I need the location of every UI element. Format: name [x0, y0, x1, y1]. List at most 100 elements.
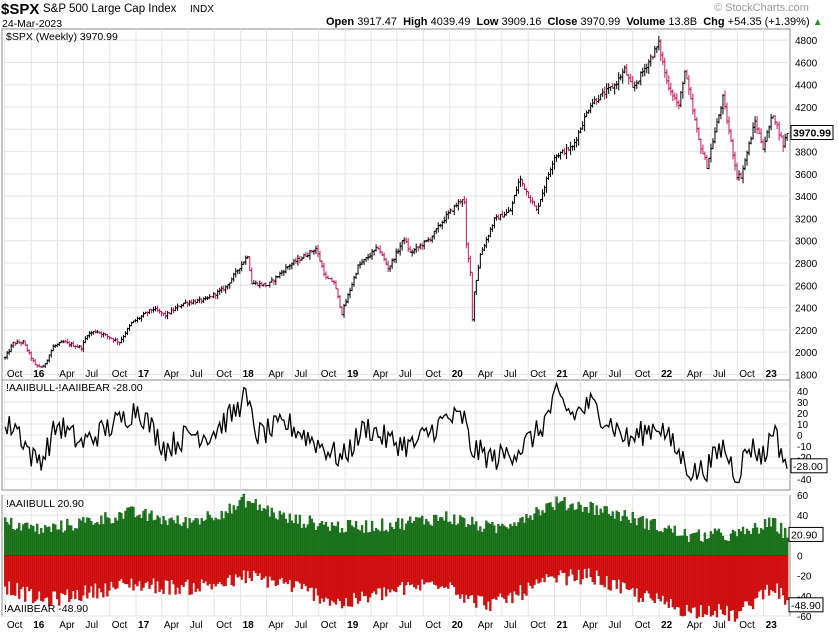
bear-bar [487, 555, 490, 602]
bull-bar [50, 531, 53, 556]
watermark: © StockCharts.com [714, 2, 809, 14]
bear-bar [755, 555, 759, 598]
bear-bar [469, 555, 472, 596]
bear-bar [551, 555, 554, 577]
bull-bar [519, 517, 522, 556]
price-x-tick: 17 [138, 369, 150, 380]
bear-bar [569, 555, 572, 570]
bear-bar [210, 555, 213, 590]
bear-bar [230, 555, 233, 586]
bear-bar [439, 555, 442, 588]
bear-bar [677, 555, 681, 608]
bull-bar [475, 521, 478, 556]
bull-bar [298, 514, 302, 556]
bull-bar [603, 506, 606, 556]
bull-bar [88, 518, 91, 556]
price-x-tick: 21 [557, 369, 569, 380]
price-y-tick: 2400 [795, 304, 818, 315]
bear-bar [585, 555, 588, 579]
bear-bar [338, 555, 342, 601]
bear-bar [174, 555, 177, 595]
bull-bar [330, 522, 334, 556]
bull-bar [643, 528, 646, 556]
bear-bar [481, 555, 484, 597]
bear-bar [691, 555, 695, 608]
bull-bar [18, 522, 21, 556]
bear-bar [667, 555, 670, 608]
bear-bar [256, 555, 259, 576]
x-axis-tick: 20 [452, 620, 464, 631]
bull-bar [156, 515, 159, 556]
bull-bar [296, 523, 300, 556]
bull-bar [685, 535, 689, 556]
bull-bar [423, 524, 426, 556]
bear-bar [116, 555, 119, 589]
bull-bar [645, 518, 648, 556]
bear-bar [18, 555, 21, 599]
bull-bar [723, 539, 727, 556]
price-x-tick: Apr [582, 369, 598, 380]
bear-bar [386, 555, 390, 590]
bull-bar [42, 532, 45, 556]
bear-bar [617, 555, 620, 580]
bull-bar [128, 507, 131, 556]
bull-bar [356, 529, 360, 556]
bull-bar [92, 524, 95, 556]
bear-bar [38, 555, 41, 592]
bull-bar [707, 538, 711, 556]
price-x-tick: Jul [504, 369, 517, 380]
bear-bar [274, 555, 277, 587]
bull-bar [266, 505, 269, 556]
bear-bar [148, 555, 151, 589]
bull-bar [382, 531, 386, 556]
bull-bar [112, 523, 115, 556]
bull-bar [62, 532, 65, 556]
bear-bar [635, 555, 638, 589]
bear-bar [623, 555, 626, 584]
bear-bar [757, 555, 761, 592]
bear-bar [52, 555, 55, 592]
bull-bar [651, 519, 654, 556]
price-x-tick: Apr [478, 369, 494, 380]
bear-bar [581, 555, 584, 580]
price-x-tick: Jul [190, 369, 203, 380]
bull-bar [294, 514, 298, 556]
bear-bar [200, 555, 203, 580]
bull-bar [751, 528, 755, 556]
bull-bar [617, 511, 620, 556]
bear-bar [232, 555, 235, 587]
bull-bar [659, 531, 662, 556]
symbol-title: $SPX [1, 1, 40, 18]
bull-bar [214, 517, 217, 556]
bull-bar [749, 534, 753, 556]
bear-bar [465, 555, 468, 595]
bear-bar [300, 555, 304, 590]
bear-bar [194, 555, 197, 592]
bull-bar [200, 518, 203, 556]
bull-bar [401, 518, 404, 556]
bear-bar [242, 555, 245, 571]
bear-bar [62, 555, 65, 594]
bull-bar [184, 517, 187, 556]
bull-bar [593, 515, 596, 556]
bear-bar [184, 555, 187, 582]
bear-bar [563, 555, 566, 573]
bull-bar [3, 517, 7, 556]
bear-bar [419, 555, 422, 591]
bull-bar [769, 526, 773, 556]
bear-bar [721, 555, 725, 615]
bull-bar [443, 520, 446, 556]
bear-bar [525, 555, 528, 596]
bull-bar [437, 520, 440, 556]
bear-bar [429, 555, 432, 583]
bull-bar [781, 538, 785, 556]
bull-bar [202, 521, 205, 556]
bear-bar [491, 555, 494, 600]
bear-bar [573, 555, 576, 582]
spread-last-value-box [790, 458, 828, 474]
bear-bar [753, 555, 757, 599]
bear-bar [531, 555, 534, 589]
bear-bar [625, 555, 628, 590]
bear-bar [703, 555, 707, 615]
bear-bar [374, 555, 378, 595]
